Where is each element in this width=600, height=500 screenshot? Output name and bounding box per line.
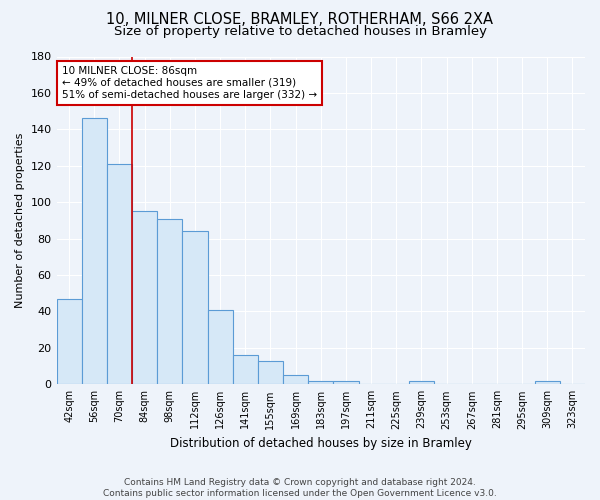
Bar	[56, 298, 82, 384]
Y-axis label: Number of detached properties: Number of detached properties	[15, 132, 25, 308]
Text: Contains HM Land Registry data © Crown copyright and database right 2024.
Contai: Contains HM Land Registry data © Crown c…	[103, 478, 497, 498]
Bar	[157, 218, 182, 384]
Bar	[208, 310, 233, 384]
Bar	[334, 380, 359, 384]
Bar	[132, 212, 157, 384]
X-axis label: Distribution of detached houses by size in Bramley: Distribution of detached houses by size …	[170, 437, 472, 450]
Text: 10 MILNER CLOSE: 86sqm
← 49% of detached houses are smaller (319)
51% of semi-de: 10 MILNER CLOSE: 86sqm ← 49% of detached…	[62, 66, 317, 100]
Bar	[535, 380, 560, 384]
Bar	[308, 380, 334, 384]
Bar	[409, 380, 434, 384]
Bar	[107, 164, 132, 384]
Text: 10, MILNER CLOSE, BRAMLEY, ROTHERHAM, S66 2XA: 10, MILNER CLOSE, BRAMLEY, ROTHERHAM, S6…	[107, 12, 493, 28]
Bar	[258, 360, 283, 384]
Text: Size of property relative to detached houses in Bramley: Size of property relative to detached ho…	[113, 25, 487, 38]
Bar	[82, 118, 107, 384]
Bar	[283, 375, 308, 384]
Bar	[182, 232, 208, 384]
Bar	[233, 355, 258, 384]
